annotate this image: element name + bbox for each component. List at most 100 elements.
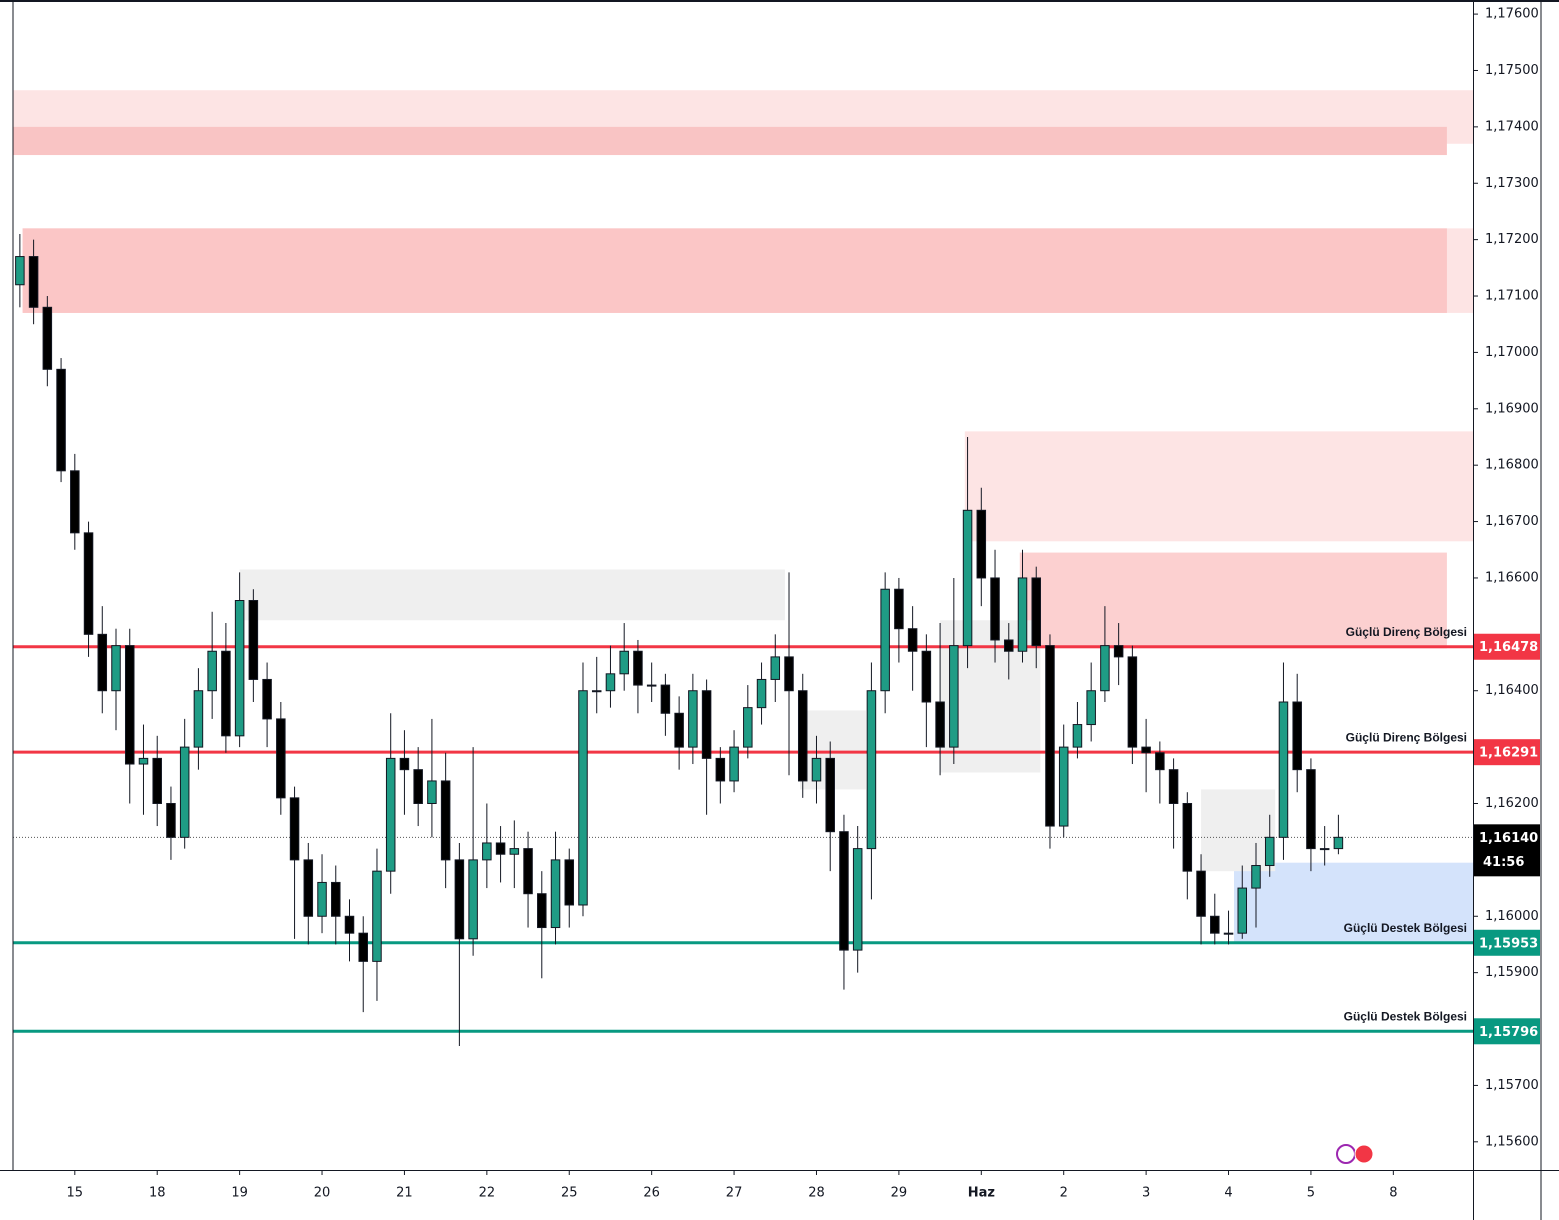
candle-body: [509, 848, 520, 855]
zone: [1201, 789, 1276, 872]
y-tick-label: 1,15600: [1485, 1134, 1539, 1149]
candle-body: [289, 797, 300, 861]
candle-body: [193, 690, 204, 748]
zones: [13, 90, 1474, 943]
candle-body: [976, 509, 987, 579]
x-tick-label: 26: [643, 1186, 660, 1201]
candle-body: [1319, 848, 1330, 851]
x-tick-label: 4: [1224, 1186, 1232, 1201]
y-tick-label: 1,15900: [1485, 965, 1539, 980]
candle-body: [70, 470, 80, 534]
candle-body: [344, 915, 355, 934]
candle-body: [921, 650, 932, 703]
candle-body: [234, 600, 245, 737]
candle-body: [578, 690, 588, 906]
price-tag-label: 1,16478: [1479, 640, 1538, 655]
x-tick-label: Haz: [968, 1186, 995, 1201]
candle-body: [385, 757, 396, 872]
candle-body: [1031, 577, 1041, 647]
candle-body: [331, 881, 341, 917]
zone: [22, 228, 1447, 313]
candle-body: [756, 678, 767, 709]
price-axis: [1474, 0, 1559, 1220]
y-tick-label: 1,16200: [1485, 796, 1539, 811]
x-tick-label: 19: [231, 1186, 248, 1201]
candle-body: [962, 509, 973, 647]
candle-body: [619, 650, 629, 675]
last-price-tag: [1474, 824, 1540, 877]
candle-body: [303, 859, 314, 917]
candle-body: [523, 848, 533, 895]
price-tag-label: 1,15953: [1479, 936, 1538, 951]
candle-body: [674, 712, 684, 748]
price-tag-label: 1,15796: [1479, 1025, 1538, 1040]
y-tick-label: 1,16800: [1485, 458, 1539, 473]
candle-body: [729, 746, 739, 782]
candle-body: [907, 628, 918, 652]
y-tick-label: 1,16400: [1485, 683, 1539, 698]
candle-body: [550, 859, 561, 929]
y-tick-label: 1,16600: [1485, 570, 1539, 585]
zone: [1234, 862, 1473, 943]
candle-body: [28, 256, 39, 308]
candle-body: [358, 932, 368, 962]
candle-body: [701, 690, 712, 759]
candle-body: [1251, 865, 1261, 889]
y-tick-label: 1,17200: [1485, 232, 1539, 247]
candle-body: [124, 645, 135, 765]
candle-body: [866, 690, 877, 850]
y-tick-label: 1,17100: [1485, 289, 1539, 304]
y-tick-label: 1,16700: [1485, 514, 1539, 529]
y-tick-label: 1,16000: [1485, 909, 1539, 924]
x-tick-label: 5: [1307, 1186, 1315, 1201]
tags: 1,16478 1,16291 1,15953 1,15796 1,16140 41:56: [1474, 633, 1540, 1045]
candle-body: [715, 757, 726, 782]
icons: [1336, 1144, 1374, 1164]
candle-body: [166, 802, 176, 838]
level-text: Güçlü Destek Bölgesi: [1344, 1009, 1467, 1023]
candle-body: [1168, 769, 1179, 804]
candle-body: [1210, 915, 1220, 934]
x-tick-label: 25: [561, 1186, 578, 1201]
candle-body: [852, 848, 863, 951]
price-tag: [1474, 739, 1540, 766]
candle-body: [42, 306, 53, 370]
candle-body: [1045, 645, 1055, 827]
candle-body: [1058, 746, 1069, 827]
candle-body: [413, 769, 423, 804]
candle-body: [784, 656, 794, 692]
candle-body: [990, 577, 1000, 641]
axes: 1,17600 1,17500 1,17400 1,17300 1,17200 1,171…: [67, 7, 1539, 1201]
candle-body: [97, 633, 108, 692]
candle-body: [1072, 724, 1083, 748]
candle-body: [1292, 701, 1302, 771]
candle-body: [399, 757, 410, 771]
candle-body: [1141, 746, 1151, 754]
candle-body: [138, 757, 149, 765]
icon: [1354, 1144, 1374, 1164]
candle-body: [935, 701, 945, 748]
level-text: Güçlü Direnç Bölgesi: [1346, 730, 1467, 744]
x-tick-label: 28: [808, 1186, 825, 1201]
y-tick-label: 1,15700: [1485, 1078, 1539, 1093]
candle-body: [317, 881, 327, 917]
x-tick-label: 22: [479, 1186, 496, 1201]
candle-body: [1223, 932, 1234, 935]
x-tick-label: 27: [726, 1186, 743, 1201]
candle-body: [83, 532, 94, 635]
candle-body: [688, 690, 698, 748]
candle-body: [248, 600, 259, 680]
x-tick-label: 18: [149, 1186, 166, 1201]
candle-body: [646, 684, 657, 687]
candle-body: [825, 757, 835, 833]
candle-body: [949, 645, 959, 748]
candle-body: [454, 859, 465, 940]
candle-body: [276, 718, 286, 799]
candle-body: [811, 757, 822, 782]
candle-body: [1127, 656, 1138, 748]
candle-body: [495, 842, 506, 855]
price-tag-label: 1,16291: [1479, 746, 1538, 761]
zone: [13, 126, 1447, 156]
candle-body: [207, 650, 217, 692]
candle-body: [1004, 639, 1014, 652]
